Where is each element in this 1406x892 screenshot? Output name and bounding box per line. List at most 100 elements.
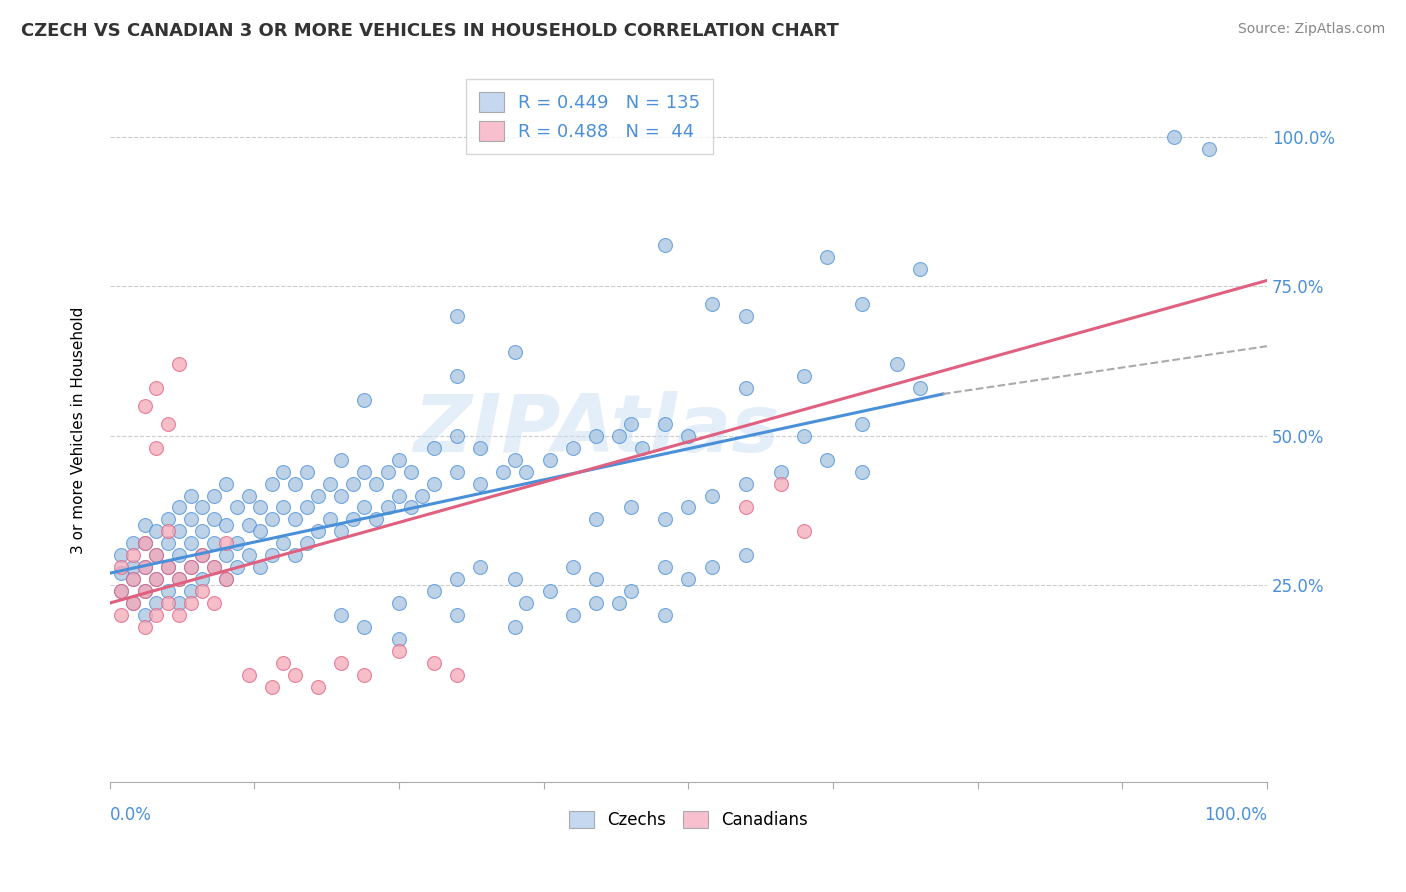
Point xyxy=(134,536,156,550)
Point xyxy=(260,512,283,526)
Point xyxy=(180,489,202,503)
Point xyxy=(122,560,145,574)
Point xyxy=(353,500,375,515)
Point xyxy=(134,560,156,574)
Point xyxy=(273,536,295,550)
Point xyxy=(214,572,236,586)
Point xyxy=(446,429,468,443)
Point xyxy=(330,607,353,622)
Point xyxy=(169,572,191,586)
Point xyxy=(180,560,202,574)
Point xyxy=(735,476,758,491)
Point xyxy=(851,297,873,311)
Point xyxy=(145,572,167,586)
Point xyxy=(423,584,446,599)
Point xyxy=(260,476,283,491)
Point xyxy=(134,536,156,550)
Point xyxy=(202,536,225,550)
Point xyxy=(226,536,249,550)
Point xyxy=(191,584,214,599)
Point xyxy=(342,512,364,526)
Point xyxy=(492,465,515,479)
Point xyxy=(169,357,191,371)
Point xyxy=(654,607,676,622)
Point xyxy=(110,566,132,581)
Point xyxy=(619,584,641,599)
Point xyxy=(180,596,202,610)
Point xyxy=(607,429,630,443)
Point xyxy=(134,399,156,413)
Point xyxy=(330,489,353,503)
Point xyxy=(110,560,132,574)
Point xyxy=(793,524,815,539)
Point xyxy=(793,429,815,443)
Point xyxy=(134,620,156,634)
Point xyxy=(678,429,700,443)
Point xyxy=(399,500,422,515)
Point xyxy=(307,680,329,694)
Point xyxy=(145,607,167,622)
Point xyxy=(886,357,908,371)
Point xyxy=(908,381,931,395)
Point xyxy=(377,500,399,515)
Point xyxy=(169,607,191,622)
Point xyxy=(260,548,283,562)
Point xyxy=(503,620,526,634)
Point xyxy=(468,441,491,455)
Point xyxy=(145,596,167,610)
Point xyxy=(134,584,156,599)
Y-axis label: 3 or more Vehicles in Household: 3 or more Vehicles in Household xyxy=(72,306,86,554)
Point xyxy=(145,381,167,395)
Point xyxy=(908,261,931,276)
Point xyxy=(122,548,145,562)
Point xyxy=(388,632,411,646)
Point xyxy=(446,369,468,384)
Point xyxy=(249,560,271,574)
Point xyxy=(423,441,446,455)
Point xyxy=(353,392,375,407)
Point xyxy=(110,548,132,562)
Point xyxy=(156,560,179,574)
Point xyxy=(156,524,179,539)
Point xyxy=(631,441,654,455)
Point xyxy=(214,476,236,491)
Point xyxy=(654,512,676,526)
Point xyxy=(503,452,526,467)
Point xyxy=(585,512,607,526)
Point xyxy=(585,572,607,586)
Point xyxy=(585,596,607,610)
Point xyxy=(388,452,411,467)
Point xyxy=(700,489,723,503)
Point xyxy=(110,584,132,599)
Point xyxy=(388,644,411,658)
Point xyxy=(145,548,167,562)
Point xyxy=(446,667,468,681)
Point xyxy=(388,489,411,503)
Point xyxy=(284,548,307,562)
Point xyxy=(180,584,202,599)
Text: ZIPAtlas: ZIPAtlas xyxy=(413,391,779,469)
Point xyxy=(793,369,815,384)
Point xyxy=(169,596,191,610)
Point xyxy=(607,596,630,610)
Point xyxy=(295,500,318,515)
Point xyxy=(238,489,260,503)
Point xyxy=(330,656,353,670)
Point xyxy=(364,476,387,491)
Point xyxy=(169,548,191,562)
Point xyxy=(515,465,537,479)
Point xyxy=(295,465,318,479)
Point xyxy=(1163,130,1185,145)
Point xyxy=(561,607,583,622)
Point xyxy=(249,500,271,515)
Point xyxy=(364,512,387,526)
Point xyxy=(191,548,214,562)
Point xyxy=(538,452,561,467)
Point xyxy=(156,536,179,550)
Point xyxy=(238,548,260,562)
Point xyxy=(134,560,156,574)
Point xyxy=(169,524,191,539)
Point xyxy=(202,560,225,574)
Point xyxy=(145,524,167,539)
Point xyxy=(446,572,468,586)
